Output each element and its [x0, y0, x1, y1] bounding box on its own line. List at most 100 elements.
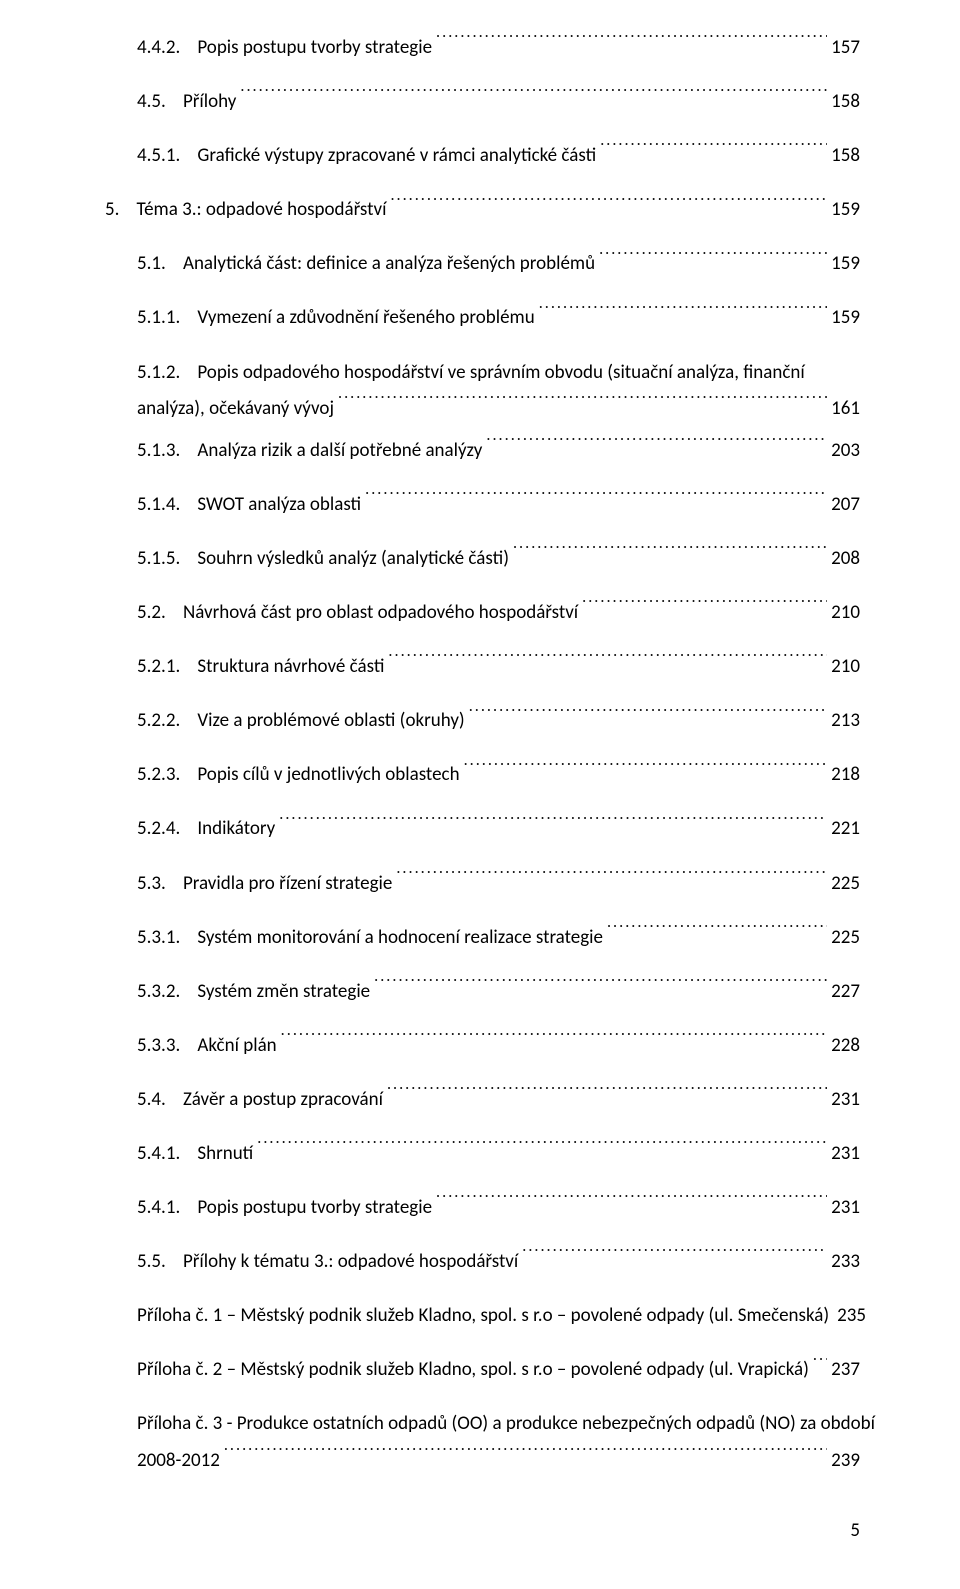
toc-number: 5.4.	[137, 1082, 166, 1118]
toc-page: 157	[831, 30, 860, 66]
toc-page: 203	[831, 433, 860, 469]
toc-entry: 5.1.2. Popis odpadového hospodářství ve s…	[105, 355, 860, 427]
toc-entry: 5.1.5. Souhrn výsledků analýz (analytické…	[105, 541, 860, 577]
toc-page: 225	[831, 866, 860, 902]
toc-text: Popis postupu tvorby strategie	[197, 30, 432, 66]
toc-entry: 5.2.2. Vize a problémové oblasti (okruhy)…	[105, 703, 860, 739]
toc-entry: Příloha č. 2 – Městský podnik služeb Kla…	[105, 1352, 860, 1388]
toc-page: 235	[837, 1298, 866, 1334]
toc-entry: 5.4.1.Popis postupu tvorby strategie231	[105, 1190, 860, 1226]
toc-page: 231	[831, 1082, 860, 1118]
toc-leader	[388, 653, 827, 672]
toc-text: Popis odpadového hospodářství ve správní…	[197, 355, 804, 391]
toc-text: Systém monitorování a hodnocení realizac…	[197, 920, 603, 956]
toc-entry: Příloha č. 1 – Městský podnik služeb Kla…	[105, 1298, 860, 1334]
toc-entry: 5.3. Pravidla pro řízení strategie 225	[105, 866, 860, 902]
toc-text: Přílohy	[183, 84, 236, 120]
toc-number: 5.2.	[137, 595, 166, 631]
toc-number: 5.3.	[137, 866, 166, 902]
table-of-contents: 4.4.2.Popis postupu tvorby strategie1574…	[105, 30, 860, 1479]
toc-text: SWOT analýza oblasti	[197, 487, 361, 523]
toc-page: 161	[831, 391, 860, 427]
toc-number: 5.2.2.	[137, 703, 180, 739]
toc-entry: 5.1.3.Analýza rizik a další potřebné ana…	[105, 433, 860, 469]
toc-number: 5.3.3.	[137, 1028, 180, 1064]
toc-leader	[522, 1248, 827, 1267]
toc-text: Indikátory	[197, 811, 275, 847]
toc-text: Návrhová část pro oblast odpadového hosp…	[183, 595, 578, 631]
toc-entry: 5.5.Přílohy k tématu 3.: odpadové hospod…	[105, 1244, 860, 1280]
toc-text: Shrnutí	[197, 1136, 253, 1172]
toc-number: 5.1.2.	[137, 355, 180, 391]
toc-page: 210	[831, 595, 860, 631]
toc-text: Popis postupu tvorby strategie	[197, 1190, 432, 1226]
toc-leader	[600, 142, 827, 161]
toc-entry: 5.1.1.Vymezení a zdůvodnění řešeného pro…	[105, 300, 860, 336]
toc-text: Akční plán	[197, 1028, 276, 1064]
toc-page: 239	[831, 1443, 860, 1479]
toc-page: 233	[831, 1244, 860, 1280]
toc-text: Téma 3.: odpadové hospodářství	[137, 192, 387, 228]
toc-leader	[240, 88, 827, 107]
toc-number: 4.5.	[137, 84, 166, 120]
toc-entry: 5.2.1.Struktura návrhové části210	[105, 649, 860, 685]
page-number: 5	[105, 1513, 860, 1549]
toc-number: 5.4.1.	[137, 1136, 180, 1172]
toc-text: Souhrn výsledků analýz (analytické části…	[197, 541, 509, 577]
toc-leader	[338, 395, 827, 414]
toc-leader	[224, 1447, 827, 1466]
toc-text: Pravidla pro řízení strategie	[183, 866, 392, 902]
toc-leader	[582, 599, 827, 618]
toc-entry: Příloha č. 3 - Produkce ostatních odpadů…	[105, 1406, 860, 1478]
toc-leader	[281, 1032, 827, 1051]
toc-text: Analytická část: definice a analýza řeše…	[183, 246, 595, 282]
toc-number: 5.	[105, 192, 119, 228]
toc-leader	[607, 924, 827, 943]
toc-number: 5.3.2.	[137, 974, 180, 1010]
toc-text: Struktura návrhové části	[197, 649, 384, 685]
toc-entry: 4.4.2. Popis postupu tvorby strategie 157	[105, 30, 860, 66]
toc-number: 4.4.2.	[137, 30, 180, 66]
toc-leader	[374, 978, 827, 997]
toc-page: 225	[831, 920, 860, 956]
toc-entry: 5.1.4.SWOT analýza oblasti207	[105, 487, 860, 523]
toc-leader	[396, 870, 827, 889]
toc-leader	[599, 250, 827, 269]
toc-number: 4.5.1.	[137, 138, 180, 174]
toc-entry: 5.2.3. Popis cílů v jednotlivých oblastec…	[105, 757, 860, 793]
toc-leader	[365, 491, 827, 510]
toc-entry: 5.4.Závěr a postup zpracování231	[105, 1082, 860, 1118]
toc-leader	[539, 304, 827, 323]
toc-text: Příloha č. 2 – Městský podnik služeb Kla…	[137, 1352, 809, 1388]
toc-page: 159	[831, 300, 860, 336]
toc-text: Systém změn strategie	[197, 974, 370, 1010]
toc-leader	[464, 761, 828, 780]
toc-leader	[390, 196, 827, 215]
toc-text: Vize a problémové oblasti (okruhy)	[197, 703, 464, 739]
toc-number: 5.3.1.	[137, 920, 180, 956]
toc-number: 5.1.1.	[137, 300, 180, 336]
toc-page: 158	[831, 138, 860, 174]
toc-leader	[436, 1194, 827, 1213]
toc-page: 159	[831, 246, 860, 282]
toc-entry: 5.3.1. Systém monitorování a hodnocení re…	[105, 920, 860, 956]
toc-text: Příloha č. 1 – Městský podnik služeb Kla…	[137, 1298, 829, 1334]
toc-leader	[513, 545, 827, 564]
toc-text: Analýza rizik a další potřebné analýzy	[197, 433, 482, 469]
toc-page: 221	[831, 811, 860, 847]
toc-page: 158	[831, 84, 860, 120]
toc-number: 5.1.	[137, 246, 166, 282]
toc-page: 237	[831, 1352, 860, 1388]
toc-number: 5.1.5.	[137, 541, 180, 577]
toc-entry: 5.2. Návrhová část pro oblast odpadového …	[105, 595, 860, 631]
toc-page: 227	[831, 974, 860, 1010]
toc-entry: 5.4.1.Shrnutí231	[105, 1136, 860, 1172]
toc-leader	[387, 1086, 827, 1105]
toc-text: Přílohy k tématu 3.: odpadové hospodářst…	[183, 1244, 518, 1280]
toc-number: 5.2.3.	[137, 757, 180, 793]
toc-page: 231	[831, 1190, 860, 1226]
toc-number: 5.1.4.	[137, 487, 180, 523]
toc-entry: 4.5. Přílohy 158	[105, 84, 860, 120]
toc-text: Popis cílů v jednotlivých oblastech	[197, 757, 459, 793]
toc-leader	[257, 1140, 827, 1159]
